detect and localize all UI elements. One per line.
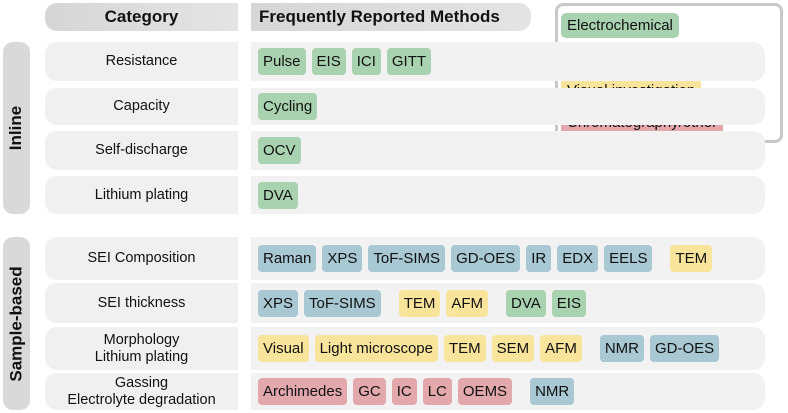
category-cell: Self-discharge: [45, 131, 238, 170]
method-chip-visual: Visual: [258, 335, 309, 362]
method-chip-chromatography: LC: [422, 378, 452, 405]
methods-row: Cycling: [251, 88, 765, 125]
methods-header-label: Frequently Reported Methods: [259, 7, 500, 26]
category-cell: SEI Composition: [45, 237, 238, 280]
methods-row: OCV: [251, 131, 765, 170]
method-chip-spectrometry: EDX: [557, 245, 599, 272]
category-cell: Gassing Electrolyte degradation: [45, 373, 238, 410]
method-chip-visual: AFM: [446, 289, 489, 317]
method-chip-visual: SEM: [491, 335, 535, 362]
category-cell: Morphology Lithium plating: [45, 327, 238, 370]
category-cell: Resistance: [45, 42, 238, 81]
group-label-text: Sample-based: [6, 265, 26, 382]
category-cell: Capacity: [45, 88, 238, 125]
methods-row: Visual Light microscope TEM SEM AFM NMR GD-OES: [251, 327, 765, 370]
method-chip-spectrometry: ToF-SIMS: [304, 289, 381, 317]
methods-row: Raman XPS ToF-SIMS GD-OES IR EDX EELS TEM: [251, 237, 765, 280]
method-chip-spectrometry: GD-OES: [451, 245, 521, 272]
method-chip-spectrometry: XPS: [322, 245, 363, 272]
method-chip-visual: TEM: [443, 335, 486, 362]
method-chip-visual: Light microscope: [314, 335, 438, 362]
methods-row: DVA: [251, 176, 765, 214]
method-chip-electrochemical: EIS: [551, 289, 586, 317]
method-chip-spectrometry: Raman: [258, 245, 317, 272]
method-chip-electrochemical: GITT: [386, 48, 432, 75]
method-chip-chromatography: Archimedes: [258, 378, 348, 405]
methods-row: Pulse EIS ICI GITT: [251, 42, 765, 81]
legend-item-electrochemical: Electrochemical: [561, 13, 679, 38]
category-header: Category: [45, 3, 238, 31]
methods-header: Frequently Reported Methods: [251, 3, 531, 31]
method-chip-electrochemical: DVA: [258, 181, 298, 209]
method-chip-spectrometry: NMR: [599, 335, 645, 362]
method-chip-chromatography: IC: [391, 378, 417, 405]
method-chip-visual: TEM: [670, 245, 713, 272]
method-chip-electrochemical: Cycling: [258, 93, 318, 120]
method-chip-spectrometry: IR: [526, 245, 552, 272]
group-label-inline: Inline: [3, 42, 30, 214]
group-label-sample-based: Sample-based: [3, 237, 30, 410]
method-chip-spectrometry: GD-OES: [650, 335, 720, 362]
group-label-text: Inline: [6, 105, 26, 151]
method-chip-electrochemical: EIS: [311, 48, 346, 75]
method-chip-spectrometry: XPS: [258, 289, 299, 317]
method-chip-visual: AFM: [540, 335, 582, 362]
method-chip-electrochemical: OCV: [258, 137, 301, 164]
method-chip-chromatography: OEMS: [457, 378, 513, 405]
methods-row: Archimedes GC IC LC OEMS NMR: [251, 373, 765, 410]
method-chip-electrochemical: DVA: [506, 289, 546, 317]
category-cell: SEI thickness: [45, 283, 238, 323]
category-header-label: Category: [104, 7, 179, 26]
method-chip-chromatography: GC: [353, 378, 386, 405]
methods-row: XPS ToF-SIMS TEM AFM DVA EIS: [251, 283, 765, 323]
method-chip-spectrometry: EELS: [604, 245, 653, 272]
method-chip-electrochemical: ICI: [351, 48, 381, 75]
category-cell: Lithium plating: [45, 176, 238, 214]
method-chip-spectrometry: ToF-SIMS: [368, 245, 446, 272]
method-chip-electrochemical: Pulse: [258, 48, 306, 75]
method-chip-visual: TEM: [398, 289, 441, 317]
method-chip-spectrometry: NMR: [530, 378, 575, 405]
